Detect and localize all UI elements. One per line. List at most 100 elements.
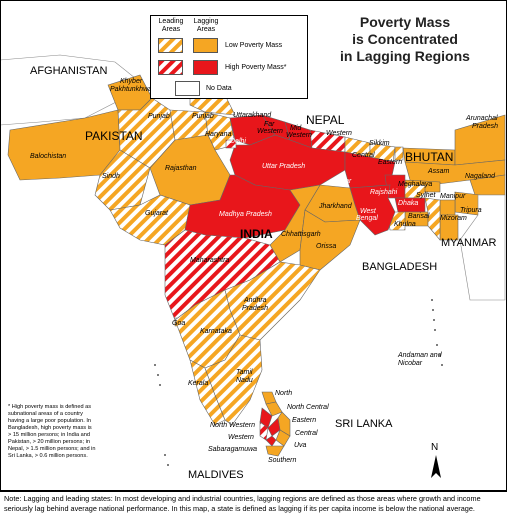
legend-lagging-l1: Lagging <box>193 18 219 25</box>
map-title: Poverty Mass is Concentrated in Lagging … <box>310 14 500 65</box>
legend-lagging-l2: Areas <box>196 26 216 33</box>
label-eastern-np: Eastern <box>378 159 402 166</box>
label-central-np: Central <box>352 152 375 159</box>
label-mid-western-1: Mid <box>290 125 302 132</box>
region-delhi <box>225 139 237 149</box>
label-barisal: Barisal <box>408 213 430 220</box>
map-canvas: AFGHANISTAN PAKISTAN NEPAL BHUTAN INDIA … <box>0 54 506 481</box>
label-eastern-lk: Eastern <box>292 417 316 424</box>
label-myanmar: MYANMAR <box>441 237 496 249</box>
label-andhra-2: Pradesh <box>242 305 268 312</box>
label-bhutan: BHUTAN <box>405 150 453 164</box>
label-gujarat: Gujarat <box>145 210 169 217</box>
title-line-2: is Concentrated <box>352 31 458 47</box>
label-tamil-2: Nadu <box>236 377 253 384</box>
label-sylhet: Sylhet <box>416 192 437 199</box>
label-haryana: Haryana <box>205 131 232 138</box>
legend-leading-l2: Areas <box>161 26 181 33</box>
north-arrow-icon: N <box>431 442 441 478</box>
legend-nodata-label: No Data <box>206 85 232 92</box>
label-madhya-pradesh: Madhya Pradesh <box>219 211 272 218</box>
label-khyber-1: Khyber <box>120 78 143 85</box>
swatch-leading-high <box>158 60 183 75</box>
label-sabaragamuwa-lk: Sabaragamuwa <box>208 446 257 453</box>
region-tamil-nadu <box>204 334 263 426</box>
label-andaman-1: Andaman and <box>397 352 443 359</box>
label-bihar: Bihar <box>335 178 352 185</box>
label-pakistan: PAKISTAN <box>85 129 143 143</box>
label-maldives: MALDIVES <box>188 469 244 481</box>
myanmar-area <box>459 194 506 301</box>
label-dhaka: Dhaka <box>398 200 418 207</box>
label-khulna: Khulna <box>394 221 416 228</box>
north-arrow-label: N <box>431 442 438 453</box>
label-north-central-lk: North Central <box>287 404 329 411</box>
legend-high-label: High Poverty Mass* <box>225 64 287 71</box>
label-orissa: Orissa <box>316 243 336 250</box>
label-bangladesh: BANGLADESH <box>362 261 437 273</box>
label-goa: Goa <box>172 320 185 327</box>
label-central-lk: Central <box>295 430 318 437</box>
legend-leading-l1: Leading <box>158 18 184 25</box>
label-karnataka: Karnataka <box>200 328 232 335</box>
region-chittagong <box>424 197 441 241</box>
label-far-western-1: Far <box>264 121 275 128</box>
swatch-lagging-high <box>193 60 218 75</box>
label-arunachal-1: Arunachal <box>465 115 498 122</box>
label-manipur: Manipur <box>440 193 466 200</box>
title-line-1: Poverty Mass <box>359 14 451 30</box>
label-india: INDIA <box>240 227 273 241</box>
label-sikkim: Sikkim <box>369 140 390 147</box>
label-uva-lk: Uva <box>294 442 307 449</box>
legend-low-label: Low Poverty Mass <box>225 42 283 49</box>
legend-header-leading: Leading Areas <box>154 18 188 34</box>
label-andaman-2: Nicobar <box>398 360 423 367</box>
region-orissa <box>299 209 361 271</box>
label-delhi: Delhi <box>230 138 246 145</box>
label-balochistan: Balochistan <box>30 153 66 160</box>
swatch-no-data <box>175 81 200 96</box>
label-rajasthan: Rajasthan <box>165 165 197 172</box>
label-assam: Assam <box>427 168 450 175</box>
label-western-np: Western <box>326 130 352 137</box>
label-meghalaya: Meghalaya <box>398 181 432 188</box>
label-mizoram: Mizoram <box>440 215 467 222</box>
label-afghanistan: AFGHANISTAN <box>30 65 107 77</box>
label-north-western-lk: North Western <box>210 422 255 429</box>
swatch-leading-low <box>158 38 183 53</box>
region-southern-lk <box>265 445 285 457</box>
label-tripura: Tripura <box>460 207 482 214</box>
lakshadweep-islands <box>154 364 169 466</box>
title-line-3: in Lagging Regions <box>340 48 470 64</box>
legend: Leading Areas Lagging Areas Low Poverty … <box>150 15 308 99</box>
region-tripura <box>439 199 456 216</box>
label-punjab-pk: Punjab <box>148 113 170 120</box>
note-text: Note: Lagging and leading states: In mos… <box>0 491 507 523</box>
label-mid-western-2: Western <box>286 132 312 139</box>
label-khyber-2: Pakhtunkhwa <box>110 86 152 93</box>
label-sindh: Sindh <box>102 173 120 180</box>
footnote: * High poverty mass is defined as subnat… <box>8 404 96 459</box>
label-southern-lk: Southern <box>268 457 297 464</box>
label-western-lk: Western <box>228 434 254 441</box>
legend-header-lagging: Lagging Areas <box>189 18 223 34</box>
label-punjab-in: Punjab <box>192 113 214 120</box>
label-nagaland: Nagaland <box>465 173 496 180</box>
label-andhra-1: Andhra <box>243 297 267 304</box>
label-kerala: Kerala <box>188 380 208 387</box>
label-uttarakhand: Uttarakhand <box>233 112 272 119</box>
label-north-lk: North <box>275 390 292 397</box>
label-rajshahi: Rajshahi <box>370 189 398 196</box>
label-nepal: NEPAL <box>306 113 345 127</box>
label-jharkhand: Jharkhand <box>318 203 353 210</box>
label-sri-lanka: SRI LANKA <box>335 418 393 430</box>
region-sikkim <box>394 146 404 161</box>
label-arunachal-2: Pradesh <box>472 123 498 130</box>
region-sabaragamuwa-lk <box>265 435 277 447</box>
label-tamil-1: Tamil <box>236 369 253 376</box>
andaman-islands <box>431 299 443 366</box>
label-west-bengal-1: West <box>360 208 377 215</box>
label-west-bengal-2: Bengal <box>356 215 378 222</box>
label-maharashtra: Maharashtra <box>190 257 229 264</box>
